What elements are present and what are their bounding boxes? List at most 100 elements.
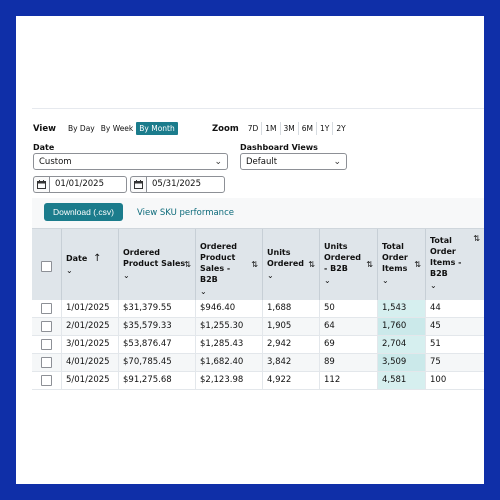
- date-label: Date: [33, 143, 55, 152]
- header-items-label: Total Order Items: [382, 242, 408, 273]
- chevron-down-icon[interactable]: ⌄: [123, 271, 130, 280]
- table-row: 3/01/2025 $53,876.47 $1,285.43 2,942 69 …: [32, 336, 484, 354]
- sort-icon[interactable]: ⇅: [251, 260, 258, 269]
- dashboard-views-label: Dashboard Views: [240, 143, 318, 152]
- ordered-sales-b2b-cell: $1,255.30: [196, 318, 263, 335]
- ordered-sales-b2b-cell: $1,682.40: [196, 354, 263, 371]
- chevron-down-icon[interactable]: ⌄: [382, 276, 389, 285]
- row-checkbox[interactable]: [41, 339, 52, 350]
- header-ordered-sales-label: Ordered Product Sales: [123, 248, 186, 268]
- view-sku-performance-link[interactable]: View SKU performance: [137, 208, 234, 218]
- row-checkbox[interactable]: [41, 321, 52, 332]
- end-date-value: 05/31/2025: [146, 176, 225, 193]
- zoom-1y[interactable]: 1Y: [317, 122, 334, 135]
- date-cell: 5/01/2025: [62, 372, 119, 389]
- header-units-b2b[interactable]: Units Ordered - B2B ⌄ ⇅: [320, 229, 378, 300]
- dashboard-views-select[interactable]: Default ⌄: [240, 153, 347, 170]
- chevron-down-icon[interactable]: ⌄: [430, 281, 437, 290]
- divider: [32, 108, 484, 109]
- units-b2b-cell: 64: [320, 318, 378, 335]
- items-cell: 4,581: [378, 372, 426, 389]
- units-b2b-cell: 69: [320, 336, 378, 353]
- date-cell: 1/01/2025: [62, 300, 119, 317]
- header-items-b2b[interactable]: Total Order Items - B2B ⌄ ⇅: [426, 229, 484, 300]
- select-all-checkbox[interactable]: [41, 261, 52, 272]
- items-b2b-cell: 100: [430, 375, 447, 385]
- sales-table: Date ↑ ⌄ Ordered Product Sales ⌄ ⇅ Order…: [32, 228, 484, 390]
- table-row: 4/01/2025 $70,785.45 $1,682.40 3,842 89 …: [32, 354, 484, 372]
- date-cell: 3/01/2025: [62, 336, 119, 353]
- sort-icon[interactable]: ⇅: [414, 260, 421, 269]
- date-cell: 4/01/2025: [62, 354, 119, 371]
- calendar-icon[interactable]: [130, 176, 146, 193]
- sort-icon[interactable]: ⇅: [184, 260, 191, 269]
- chevron-down-icon[interactable]: ⌄: [66, 266, 73, 275]
- row-checkbox[interactable]: [41, 303, 52, 314]
- row-select-cell: [32, 300, 62, 317]
- zoom-7d[interactable]: 7D: [245, 122, 263, 135]
- download-csv-button[interactable]: Download (.csv): [44, 203, 123, 221]
- units-cell: 3,842: [263, 354, 320, 371]
- units-cell: 1,905: [263, 318, 320, 335]
- header-ordered-sales[interactable]: Ordered Product Sales ⌄ ⇅: [119, 229, 196, 300]
- date-cell: 2/01/2025: [62, 318, 119, 335]
- zoom-2y[interactable]: 2Y: [336, 124, 346, 133]
- ordered-sales-b2b-cell: $1,285.43: [196, 336, 263, 353]
- table-row: 2/01/2025 $35,579.33 $1,255.30 1,905 64 …: [32, 318, 484, 336]
- report-panel: View By Day By Week By Month Zoom 7D 1M …: [16, 16, 484, 484]
- units-cell: 2,942: [263, 336, 320, 353]
- row-checkbox[interactable]: [41, 375, 52, 386]
- sort-icon[interactable]: ⇅: [473, 234, 480, 243]
- ordered-sales-b2b-cell: $2,123.98: [196, 372, 263, 389]
- zoom-label: Zoom: [212, 123, 239, 134]
- chevron-down-icon[interactable]: ⌄: [324, 276, 331, 285]
- calendar-icon[interactable]: [33, 176, 49, 193]
- zoom-1m[interactable]: 1M: [262, 122, 281, 135]
- sort-icon[interactable]: ⇅: [366, 260, 373, 269]
- header-date-label: Date: [66, 254, 88, 263]
- end-date-input[interactable]: 05/31/2025: [130, 176, 225, 193]
- header-units[interactable]: Units Ordered ⌄ ⇅: [263, 229, 320, 300]
- start-date-input[interactable]: 01/01/2025: [33, 176, 127, 193]
- header-units-label: Units Ordered: [267, 248, 304, 268]
- row-select-cell: [32, 336, 62, 353]
- view-selector: View By Day By Week By Month: [33, 122, 178, 135]
- sort-icon[interactable]: ⇅: [308, 260, 315, 269]
- chevron-down-icon[interactable]: ⌄: [200, 287, 207, 296]
- header-ordered-sales-b2b[interactable]: Ordered Product Sales - B2B ⌄ ⇅: [196, 229, 263, 300]
- units-cell: 4,922: [263, 372, 320, 389]
- table-row: 1/01/2025 $31,379.55 $946.40 1,688 50 1,…: [32, 300, 484, 318]
- table-row: 5/01/2025 $91,275.68 $2,123.98 4,922 112…: [32, 372, 484, 390]
- header-select-cell: [32, 229, 62, 300]
- start-date-value: 01/01/2025: [49, 176, 127, 193]
- chevron-down-icon: ⌄: [333, 157, 341, 167]
- items-cell: 1,543: [378, 300, 426, 317]
- view-by-month[interactable]: By Month: [136, 122, 178, 135]
- header-date[interactable]: Date ↑ ⌄: [62, 229, 119, 300]
- date-range-select[interactable]: Custom ⌄: [33, 153, 228, 170]
- zoom-selector: Zoom 7D 1M 3M 6M 1Y 2Y: [212, 122, 349, 135]
- date-range-value: Custom: [39, 157, 72, 167]
- zoom-3m[interactable]: 3M: [281, 122, 299, 135]
- view-by-day[interactable]: By Day: [67, 124, 95, 133]
- items-b2b-cell: 44: [430, 303, 441, 313]
- dashboard-views-value: Default: [246, 157, 278, 167]
- ordered-sales-b2b-cell: $946.40: [196, 300, 263, 317]
- zoom-6m[interactable]: 6M: [299, 122, 317, 135]
- ordered-sales-cell: $70,785.45: [119, 354, 196, 371]
- items-cell: 1,760: [378, 318, 426, 335]
- items-b2b-cell: 51: [430, 339, 441, 349]
- sort-ascending-icon[interactable]: ↑: [93, 253, 102, 264]
- ordered-sales-cell: $53,876.47: [119, 336, 196, 353]
- table-header: Date ↑ ⌄ Ordered Product Sales ⌄ ⇅ Order…: [32, 228, 484, 300]
- chevron-down-icon[interactable]: ⌄: [267, 271, 274, 280]
- ordered-sales-cell: $31,379.55: [119, 300, 196, 317]
- units-cell: 1,688: [263, 300, 320, 317]
- zoom-options: 7D 1M 3M 6M 1Y 2Y: [245, 122, 349, 135]
- view-label: View: [33, 123, 56, 134]
- header-ordered-sales-b2b-label: Ordered Product Sales - B2B: [200, 242, 237, 284]
- row-select-cell: [32, 318, 62, 335]
- view-by-week[interactable]: By Week: [100, 124, 134, 133]
- header-items[interactable]: Total Order Items ⌄ ⇅: [378, 229, 426, 300]
- row-checkbox[interactable]: [41, 357, 52, 368]
